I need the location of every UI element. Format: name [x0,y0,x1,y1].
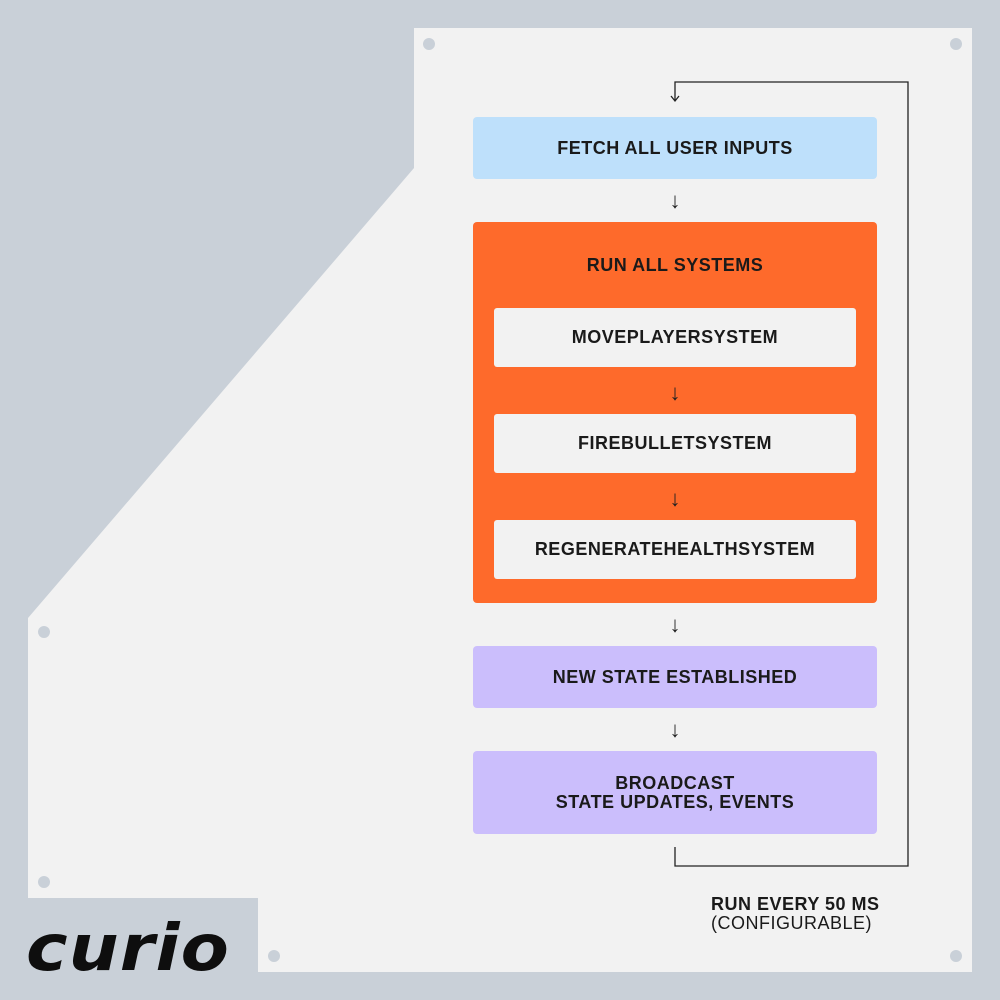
system-label: MOVEPLAYERSYSTEM [571,327,779,347]
curio-logo: curio [26,912,230,986]
broadcast-label-line1: BROADCAST [615,772,735,793]
screw-hole [268,950,280,962]
run-all-systems-label: RUN ALL SYSTEMS [586,255,764,275]
system-regenerate-health: REGENERATEHEALTHSYSTEM [494,520,856,579]
system-label: FIREBULLETSYSTEM [577,433,772,453]
fetch-inputs-step: FETCH ALL USER INPUTS [473,117,877,179]
screw-hole [38,626,50,638]
loop-arrowhead [670,95,680,103]
new-state-label: NEW STATE ESTABLISHED [552,666,798,687]
down-arrow-icon: ↓ [669,717,681,742]
down-arrow-icon: ↓ [669,188,681,213]
screw-hole [950,38,962,50]
broadcast-step: BROADCAST STATE UPDATES, EVENTS [473,751,877,834]
down-arrow-icon: ↓ [669,486,681,511]
loop-interval-sublabel: (CONFIGURABLE) [711,913,873,933]
logo-text: curio [26,912,230,986]
new-state-step: NEW STATE ESTABLISHED [473,646,877,708]
system-label: REGENERATEHEALTHSYSTEM [534,539,816,559]
loop-interval-label: RUN EVERY 50 MS [711,894,880,914]
screw-holes [38,38,962,962]
screw-hole [950,950,962,962]
fetch-inputs-label: FETCH ALL USER INPUTS [557,137,793,158]
down-arrow-icon: ↓ [669,612,681,637]
screw-hole [38,876,50,888]
system-fire-bullet: FIREBULLETSYSTEM [494,414,856,473]
system-move-player: MOVEPLAYERSYSTEM [494,308,856,367]
down-arrow-icon: ↓ [669,380,681,405]
loop-back-connector [674,81,909,867]
screw-hole [423,38,435,50]
loop-interval-note: RUN EVERY 50 MS (CONFIGURABLE) [711,895,880,933]
broadcast-label-line2: STATE UPDATES, EVENTS [555,791,795,812]
